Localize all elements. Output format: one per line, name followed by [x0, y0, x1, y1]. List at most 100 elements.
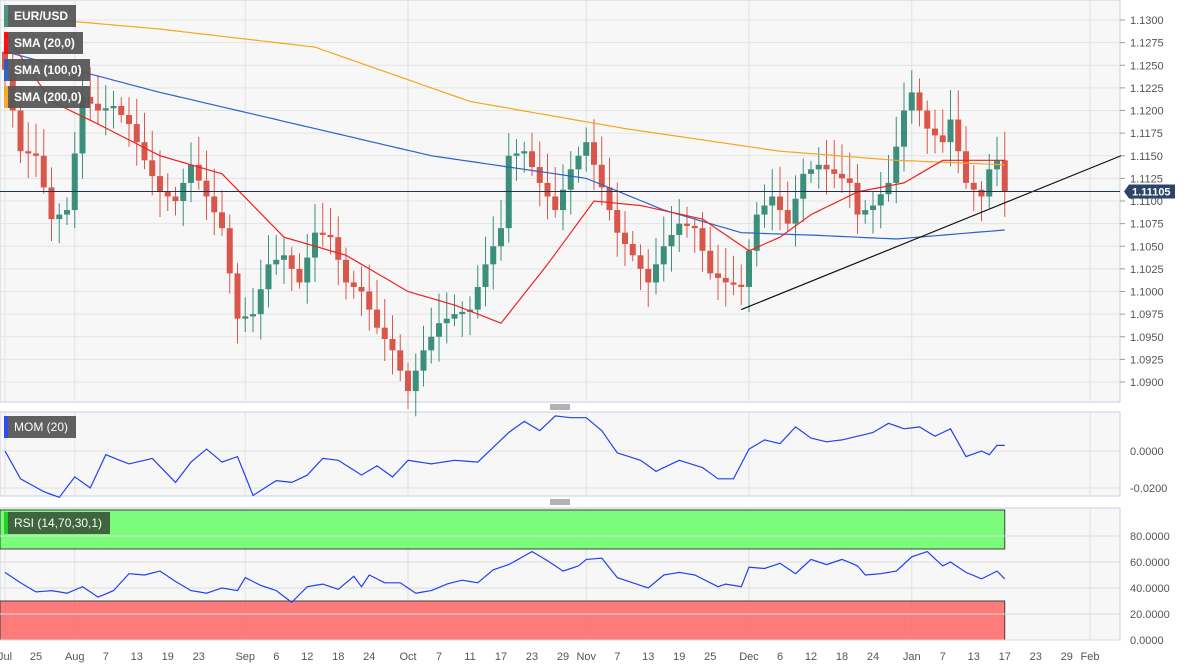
candle-body	[808, 169, 814, 174]
candle	[335, 216, 342, 286]
momentum-line	[4, 415, 1005, 499]
mom-y-tick-label: -0.0200	[1130, 483, 1167, 495]
last-price-badge	[1124, 184, 1175, 199]
rsi-y-tick-label: 80.0000	[1130, 531, 1170, 543]
candle	[498, 200, 504, 261]
candle-body	[606, 187, 613, 211]
candle	[64, 197, 70, 226]
candle	[676, 199, 683, 252]
candle-body	[614, 210, 621, 233]
candle	[343, 247, 349, 300]
candle-body	[420, 350, 427, 371]
candle-body	[250, 314, 256, 317]
candle-body	[273, 259, 280, 265]
candle-body	[715, 273, 721, 278]
y-tick-label: 1.1050	[1130, 241, 1164, 253]
candle-body	[815, 164, 822, 170]
candle-body	[149, 160, 156, 177]
candle	[529, 132, 535, 177]
candle-body	[536, 167, 543, 183]
y-tick-label: 1.0975	[1130, 309, 1164, 321]
candle	[916, 78, 923, 127]
candle-body	[521, 151, 528, 154]
x-tick-label: 19	[673, 651, 685, 663]
y-tick-label: 1.1200	[1130, 106, 1164, 118]
candle	[288, 247, 295, 291]
candle	[800, 158, 807, 223]
candle-body	[738, 284, 745, 287]
x-tick-label: Feb	[1081, 651, 1100, 663]
candle	[691, 218, 698, 253]
x-tick-label: Jul	[0, 651, 12, 663]
candle	[234, 263, 241, 344]
candle-body	[560, 189, 566, 211]
x-tick-label: Jan	[903, 651, 921, 663]
candle-body	[622, 232, 628, 244]
candle	[862, 200, 869, 224]
y-tick-label: 1.0900	[1130, 377, 1164, 389]
x-tick-label: 25	[30, 651, 42, 663]
candle-body	[195, 164, 202, 181]
candle	[195, 136, 202, 190]
candle-body	[792, 198, 799, 224]
rsi-y-tick-label: 0.0000	[1130, 635, 1164, 647]
candle-body	[916, 92, 923, 111]
candle	[381, 299, 388, 362]
legend-symbol: EUR/USD	[4, 5, 77, 27]
candle	[87, 67, 94, 120]
candle	[544, 153, 551, 220]
candle	[769, 169, 776, 231]
candle	[629, 230, 636, 262]
candle-body	[312, 232, 318, 258]
candle	[784, 181, 791, 232]
y-tick-label: 1.1000	[1130, 287, 1164, 299]
candle	[513, 138, 520, 181]
candle	[870, 191, 876, 234]
x-tick-label: 6	[273, 651, 279, 663]
candle	[707, 226, 714, 280]
candle	[583, 127, 590, 172]
candle	[312, 204, 318, 283]
candle	[257, 259, 264, 340]
candle	[598, 136, 605, 206]
candle	[273, 235, 280, 275]
candle	[645, 249, 652, 307]
candle-body	[281, 255, 287, 260]
candle-body	[33, 153, 39, 156]
candle-body	[87, 96, 94, 104]
candle	[327, 207, 334, 255]
candle	[947, 90, 954, 167]
candle	[738, 264, 745, 306]
x-tick-label: 12	[805, 651, 817, 663]
candle-body	[932, 128, 938, 136]
momentum-panel	[0, 411, 1121, 497]
sma20-line	[4, 33, 1005, 324]
x-tick-label: Sep	[235, 651, 255, 663]
candle-body	[823, 164, 830, 170]
candle-body	[126, 115, 132, 125]
candle	[591, 119, 597, 191]
candle-body	[955, 119, 962, 152]
candle-body	[691, 225, 698, 229]
candle	[482, 236, 489, 307]
candle-body	[854, 182, 861, 215]
x-tick-label: 7	[940, 651, 946, 663]
candle-body	[17, 110, 24, 152]
x-tick-label: 25	[704, 651, 716, 663]
candle-body	[746, 250, 752, 287]
candle-body	[474, 286, 481, 310]
candle-body	[95, 103, 101, 111]
candle-body	[118, 105, 125, 116]
candle-body	[598, 164, 605, 188]
candle-body	[304, 257, 311, 283]
candle-body	[102, 108, 109, 111]
candle-body	[381, 327, 388, 340]
candle-body	[110, 105, 117, 109]
candle	[715, 244, 721, 300]
candle	[939, 109, 946, 153]
candle-body	[684, 223, 690, 226]
legend-mom: MOM (20)	[4, 416, 76, 438]
candle-body	[219, 212, 225, 229]
candle	[660, 216, 667, 282]
